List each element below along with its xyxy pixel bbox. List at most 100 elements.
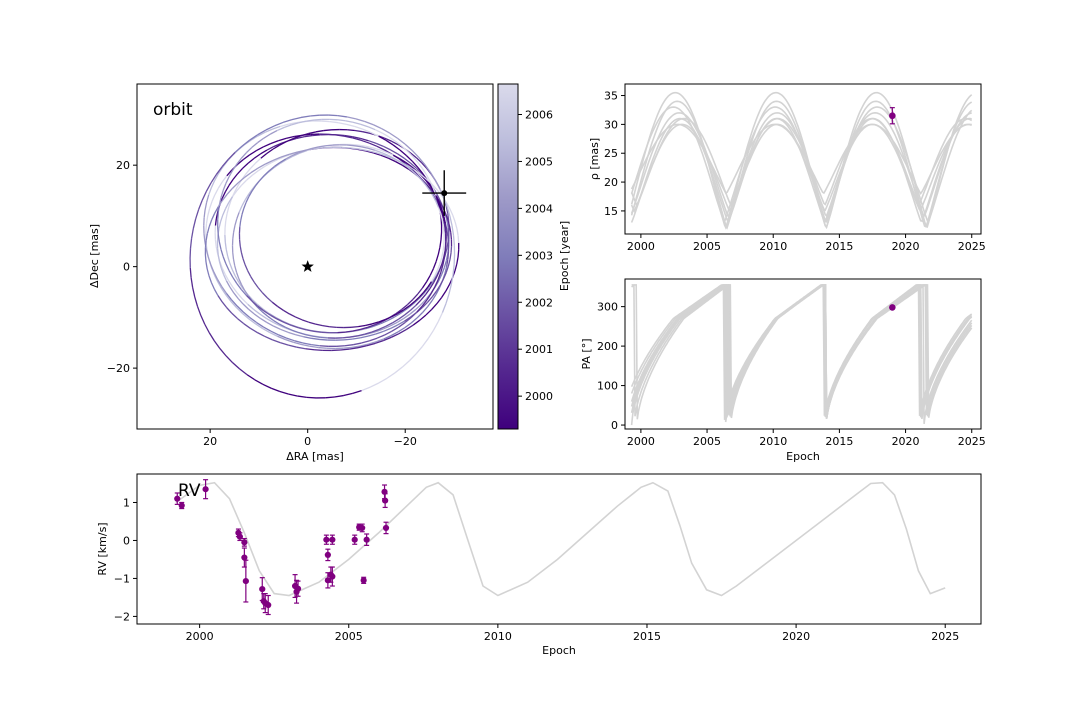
orbit-track-segment — [447, 234, 450, 242]
orbit-ytick-label: 20 — [116, 159, 130, 172]
orbit-track-segment — [394, 366, 403, 374]
orbit-track-segment — [403, 157, 411, 164]
orbit-track-segment — [240, 252, 244, 259]
orbit-ytick-label: 0 — [123, 261, 130, 274]
orbit-track-segment — [379, 149, 387, 153]
rv-ylabel: RV [km/s] — [96, 522, 109, 575]
orbit-track-segment — [315, 323, 323, 327]
pa-xtick-label: 2015 — [825, 435, 853, 448]
orbit-track-segment — [381, 132, 390, 138]
orbit-track-segment — [440, 232, 443, 240]
rv-ticks: 2000 2005 2010 2015 2020 2025 1 0 −1 −2 — [114, 496, 959, 643]
orbit-track-segment — [232, 362, 241, 370]
orbit-track-segment — [206, 268, 210, 277]
orbit-track-segment — [304, 134, 313, 138]
orbit-track-segment — [375, 330, 384, 335]
orbit-track-segment — [434, 179, 441, 190]
orbit-track-segment — [189, 238, 193, 249]
orbit-track-segment — [427, 300, 433, 308]
orbit-track-segment — [256, 331, 265, 337]
orbit-track-segment — [274, 161, 281, 167]
orbit-track-segment — [194, 296, 199, 307]
orbit-track-segment — [409, 308, 417, 315]
orbit-track-segment — [445, 201, 451, 209]
orbit-track-segment — [365, 145, 374, 149]
orbit-track-segment — [257, 305, 265, 312]
orbit-track-segment — [277, 335, 286, 341]
orbit-track-segment — [302, 342, 312, 346]
orbit-track-segment — [298, 327, 307, 331]
orbit-track-segment — [260, 149, 268, 155]
orbit-track-segment — [213, 271, 219, 280]
orbit-track-segment — [276, 126, 285, 132]
orbit-track-segment — [191, 287, 196, 298]
orbit-track-segment — [250, 276, 255, 283]
rv-observation-point — [360, 577, 367, 584]
orbit-track-segment — [410, 162, 417, 169]
pa-ytick-label: 0 — [611, 419, 618, 432]
orbit-track-segment — [358, 144, 366, 147]
orbit-track-segment — [220, 267, 225, 275]
orbit-track-segment — [421, 162, 428, 169]
orbit-track-segment — [285, 155, 293, 160]
orbit-track-segment — [224, 220, 227, 228]
orbit-track-segment — [242, 258, 246, 266]
orbit-track-segment — [224, 241, 227, 250]
orbit-track-segment — [249, 134, 259, 141]
rv-xtick-label: 2005 — [335, 630, 363, 643]
orbit-track-segment — [429, 282, 435, 290]
colorbar-tick-label: 2005 — [525, 155, 553, 168]
orbit-track-segment — [279, 390, 289, 395]
orbit-track-segment — [311, 343, 320, 347]
orbit-track-segment — [422, 306, 429, 313]
orbit-track-segment — [266, 297, 273, 303]
pa-panel: 2000 2005 2010 2015 2020 2025 0 100 200 300 Epoch… — [580, 278, 986, 463]
orbit-track-segment — [425, 288, 431, 295]
orbit-track-segment — [336, 345, 345, 347]
orbit-track-segment — [457, 249, 460, 258]
colorbar-label: Epoch [year] — [558, 221, 571, 291]
orbit-xtick-label: 20 — [203, 435, 217, 448]
orbit-track-segment — [283, 124, 292, 129]
orbit-track-segment — [400, 308, 408, 314]
orbit-track-segment — [299, 149, 308, 154]
orbit-track-segment — [285, 326, 293, 331]
orbit-track-segment — [378, 325, 387, 330]
colorbar: 2000 2001 2002 2003 2004 2005 2006 Epoch [year… — [497, 83, 571, 430]
orbit-track-segment — [440, 213, 443, 221]
orbit-track-segment — [389, 321, 398, 327]
orbit-track-segment — [425, 180, 431, 187]
orbit-track-segment — [286, 337, 295, 342]
orbit-track-segment — [385, 316, 392, 321]
orbit-track-segment — [210, 264, 215, 273]
orbit-track-segment — [393, 312, 402, 318]
orbit-track-segment — [422, 338, 429, 347]
orbit-track-segment — [404, 309, 411, 316]
orbit-track-segment — [375, 338, 385, 343]
rv-observation-point — [202, 486, 209, 493]
orbit-track-segment — [251, 298, 258, 305]
orbit-track-segment — [233, 186, 238, 194]
orbit-track-segment — [435, 284, 441, 292]
orbit-track-segment — [232, 276, 238, 284]
orbit-track-segment — [238, 239, 241, 247]
orbit-track-segment — [368, 140, 377, 144]
orbit-track-segment — [420, 294, 427, 301]
colorbar-ticks: 2000 2001 2002 2003 2004 2005 2006 — [518, 109, 553, 403]
orbit-track-segment — [383, 145, 392, 151]
orbit-track-segment — [412, 298, 420, 305]
orbit-track-segment — [249, 316, 257, 323]
orbit-track-segment — [444, 212, 449, 220]
orbit-track-segment — [293, 341, 302, 346]
orbit-track-segment — [421, 301, 429, 308]
orbit-track-segment — [247, 270, 252, 277]
orbit-track-segment — [426, 174, 431, 183]
orbit-track-segment — [208, 275, 213, 283]
orbit-track-segment — [241, 298, 249, 305]
orbit-track-segment — [392, 154, 400, 160]
orbit-track-segment — [383, 327, 391, 333]
orbit-track-segment — [383, 154, 393, 159]
orbit-track-segment — [248, 187, 254, 195]
orbit-track-segment — [265, 125, 275, 131]
